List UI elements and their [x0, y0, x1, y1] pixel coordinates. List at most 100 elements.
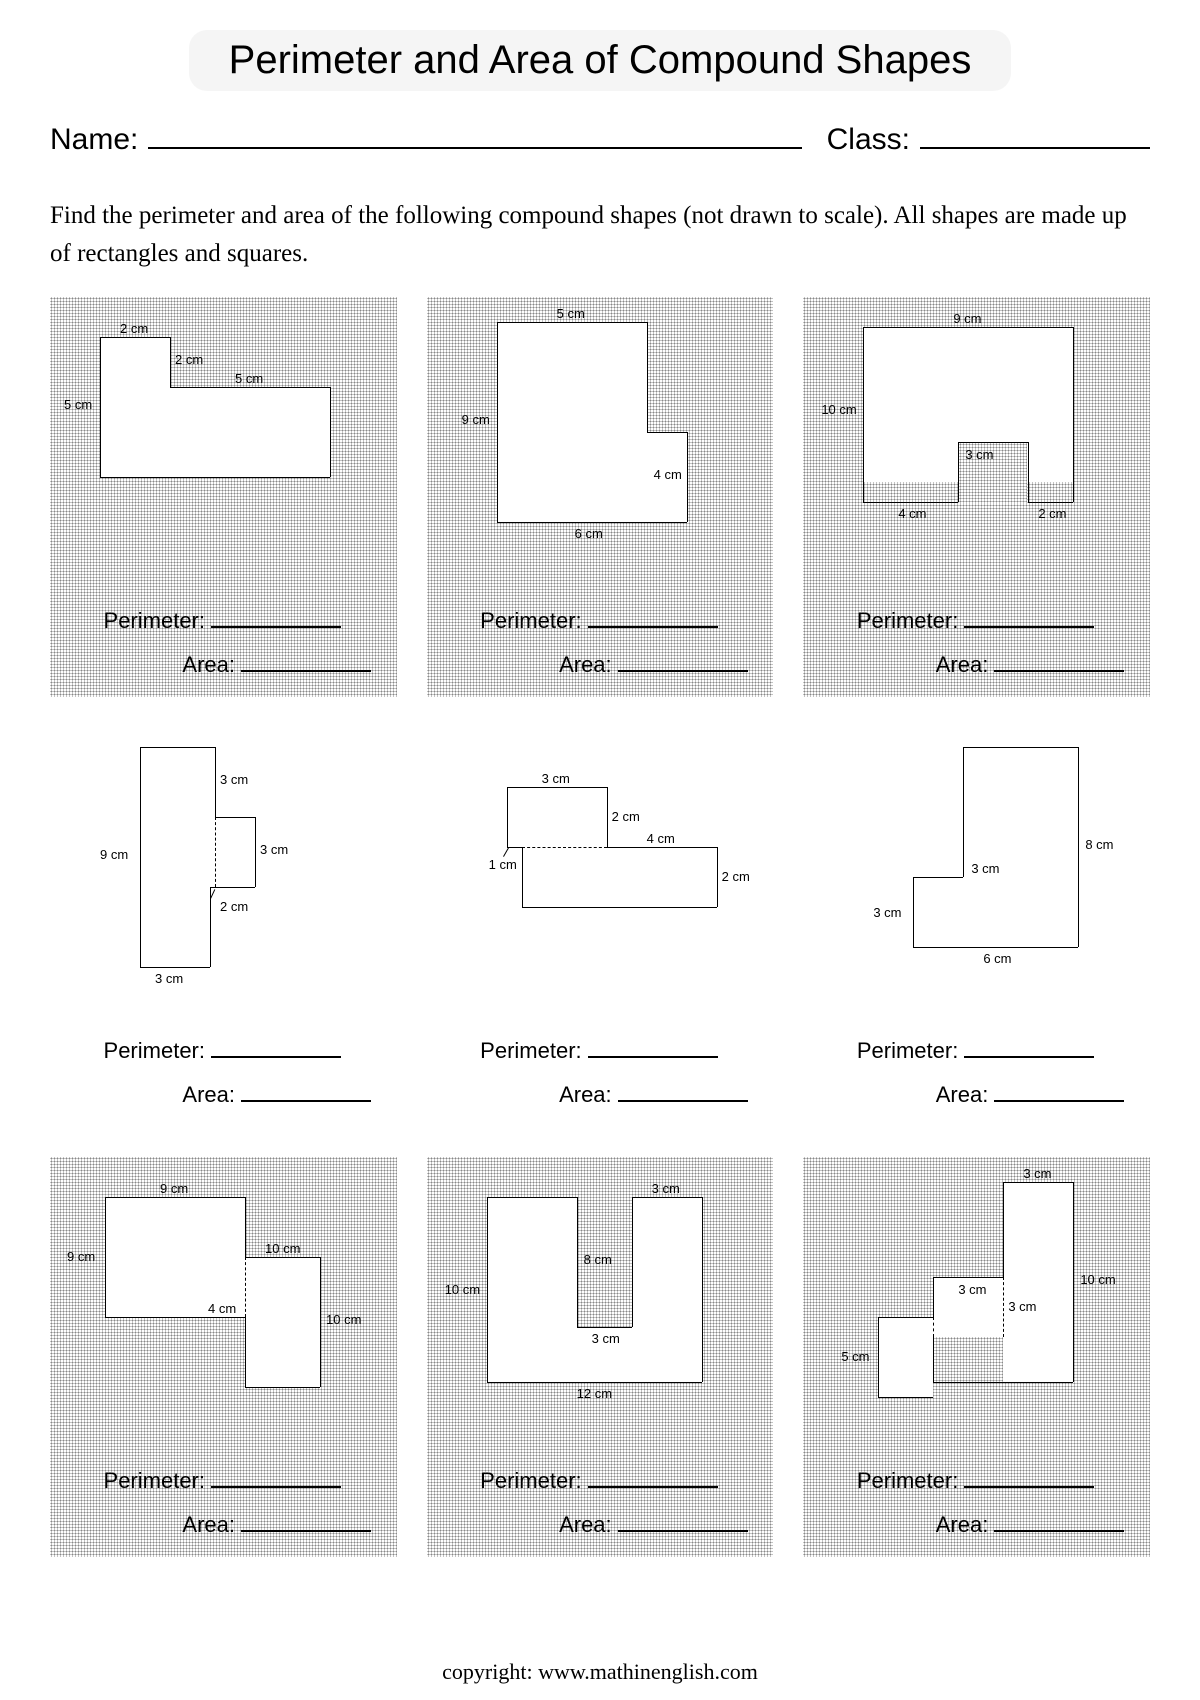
area-blank[interactable] — [618, 1080, 748, 1102]
dim-label: 3 cm — [873, 905, 901, 920]
dim-label: 3 cm — [542, 771, 570, 786]
area-blank[interactable] — [241, 1080, 371, 1102]
perimeter-blank[interactable] — [588, 1036, 718, 1058]
area-blank[interactable] — [994, 650, 1124, 672]
area-label: Area: — [65, 1503, 235, 1547]
dim-label: 3 cm — [652, 1181, 680, 1196]
dim-label: 4 cm — [898, 506, 926, 521]
class-blank[interactable] — [920, 116, 1150, 149]
answers-3: Perimeter: Area: — [803, 599, 1150, 687]
dim-label: 3 cm — [965, 447, 993, 462]
perimeter-blank[interactable] — [211, 606, 341, 628]
dim-label: 5 cm — [841, 1349, 869, 1364]
dim-label: 5 cm — [235, 371, 263, 386]
shape-6: 3 cm 8 cm 3 cm 6 cm — [803, 727, 1150, 1007]
dim-label: 1 cm — [489, 857, 517, 872]
perimeter-label: Perimeter: — [65, 1029, 205, 1073]
worksheet-title: Perimeter and Area of Compound Shapes — [50, 30, 1150, 91]
dim-label: 9 cm — [160, 1181, 188, 1196]
problem-5: 3 cm 2 cm 1 cm 4 cm 2 cm Perimeter: Area… — [427, 727, 774, 1127]
dim-label: 3 cm — [958, 1282, 986, 1297]
shape-5: 3 cm 2 cm 1 cm 4 cm 2 cm — [427, 727, 774, 1007]
dim-label: 9 cm — [462, 412, 490, 427]
dim-label: 9 cm — [953, 311, 981, 326]
dim-label: 10 cm — [1080, 1272, 1115, 1287]
dim-label: 3 cm — [971, 861, 999, 876]
area-blank[interactable] — [241, 1510, 371, 1532]
perimeter-blank[interactable] — [588, 1466, 718, 1488]
shape-1: 2 cm 2 cm 5 cm 5 cm — [50, 297, 397, 577]
area-blank[interactable] — [241, 650, 371, 672]
dim-label: 2 cm — [722, 869, 750, 884]
shape-8: 3 cm 10 cm 8 cm 3 cm 12 cm — [427, 1157, 774, 1437]
answers-5: Perimeter: Area: — [427, 1029, 774, 1117]
dim-label: 2 cm — [175, 352, 203, 367]
dim-label: 3 cm — [260, 842, 288, 857]
area-blank[interactable] — [618, 1510, 748, 1532]
problem-3: 9 cm 10 cm 3 cm 4 cm 2 cm Perimeter: Are… — [803, 297, 1150, 697]
area-blank[interactable] — [994, 1510, 1124, 1532]
answers-7: Perimeter: Area: — [50, 1459, 397, 1547]
problem-9: 3 cm 3 cm 10 cm 3 cm 5 cm Perimeter: Are… — [803, 1157, 1150, 1557]
dim-label: 10 cm — [821, 402, 856, 417]
perimeter-blank[interactable] — [211, 1466, 341, 1488]
dim-label: 10 cm — [265, 1241, 300, 1256]
dim-label: 8 cm — [1085, 837, 1113, 852]
dim-label: 5 cm — [64, 397, 92, 412]
perimeter-label: Perimeter: — [818, 1029, 958, 1073]
dim-label: 3 cm — [592, 1331, 620, 1346]
area-label: Area: — [818, 643, 988, 687]
title-text: Perimeter and Area of Compound Shapes — [189, 30, 1012, 91]
perimeter-label: Perimeter: — [442, 599, 582, 643]
perimeter-blank[interactable] — [964, 1036, 1094, 1058]
dim-label: 2 cm — [220, 899, 248, 914]
shape-3: 9 cm 10 cm 3 cm 4 cm 2 cm — [803, 297, 1150, 577]
dim-label: 4 cm — [208, 1301, 236, 1316]
perimeter-blank[interactable] — [964, 606, 1094, 628]
instructions-text: Find the perimeter and area of the follo… — [50, 197, 1150, 272]
name-blank[interactable] — [148, 116, 801, 149]
perimeter-blank[interactable] — [588, 606, 718, 628]
dim-label: 2 cm — [612, 809, 640, 824]
answers-8: Perimeter: Area: — [427, 1459, 774, 1547]
area-label: Area: — [65, 643, 235, 687]
perimeter-blank[interactable] — [211, 1036, 341, 1058]
problem-6: 3 cm 8 cm 3 cm 6 cm Perimeter: Area: — [803, 727, 1150, 1127]
perimeter-blank[interactable] — [964, 1466, 1094, 1488]
dim-label: 6 cm — [575, 526, 603, 541]
problem-2: 5 cm 9 cm 4 cm 6 cm Perimeter: Area: — [427, 297, 774, 697]
dim-label: 3 cm — [1023, 1166, 1051, 1181]
answers-4: Perimeter: Area: — [50, 1029, 397, 1117]
name-class-row: Name: Class: — [50, 116, 1150, 157]
dim-label: 9 cm — [67, 1249, 95, 1264]
shape-9: 3 cm 3 cm 10 cm 3 cm 5 cm — [803, 1157, 1150, 1437]
answers-6: Perimeter: Area: — [803, 1029, 1150, 1117]
perimeter-label: Perimeter: — [65, 1459, 205, 1503]
area-label: Area: — [65, 1073, 235, 1117]
dim-label: 2 cm — [120, 321, 148, 336]
problem-1: 2 cm 2 cm 5 cm 5 cm Perimeter: Area: — [50, 297, 397, 697]
perimeter-label: Perimeter: — [442, 1459, 582, 1503]
perimeter-label: Perimeter: — [818, 599, 958, 643]
dim-label: 2 cm — [1038, 506, 1066, 521]
perimeter-label: Perimeter: — [818, 1459, 958, 1503]
area-label: Area: — [818, 1073, 988, 1117]
dim-label: 12 cm — [577, 1386, 612, 1401]
shape-4: 3 cm 9 cm 3 cm 2 cm 3 cm — [50, 727, 397, 1007]
copyright-footer: copyright: www.mathinenglish.com — [0, 1659, 1200, 1685]
dim-label: 3 cm — [220, 772, 248, 787]
answers-1: Perimeter: Area: — [50, 599, 397, 687]
dim-label: 10 cm — [326, 1312, 361, 1327]
dim-label: 4 cm — [647, 831, 675, 846]
perimeter-label: Perimeter: — [65, 599, 205, 643]
dim-label: 8 cm — [584, 1252, 612, 1267]
area-blank[interactable] — [618, 650, 748, 672]
problem-4: 3 cm 9 cm 3 cm 2 cm 3 cm Perimeter: Area… — [50, 727, 397, 1127]
area-blank[interactable] — [994, 1080, 1124, 1102]
answers-9: Perimeter: Area: — [803, 1459, 1150, 1547]
problems-grid: 2 cm 2 cm 5 cm 5 cm Perimeter: Area: 5 c… — [50, 297, 1150, 1557]
area-label: Area: — [442, 1503, 612, 1547]
dim-label: 10 cm — [445, 1282, 480, 1297]
dim-label: 3 cm — [155, 971, 183, 986]
shape-7: 9 cm 9 cm 10 cm 4 cm 10 cm — [50, 1157, 397, 1437]
